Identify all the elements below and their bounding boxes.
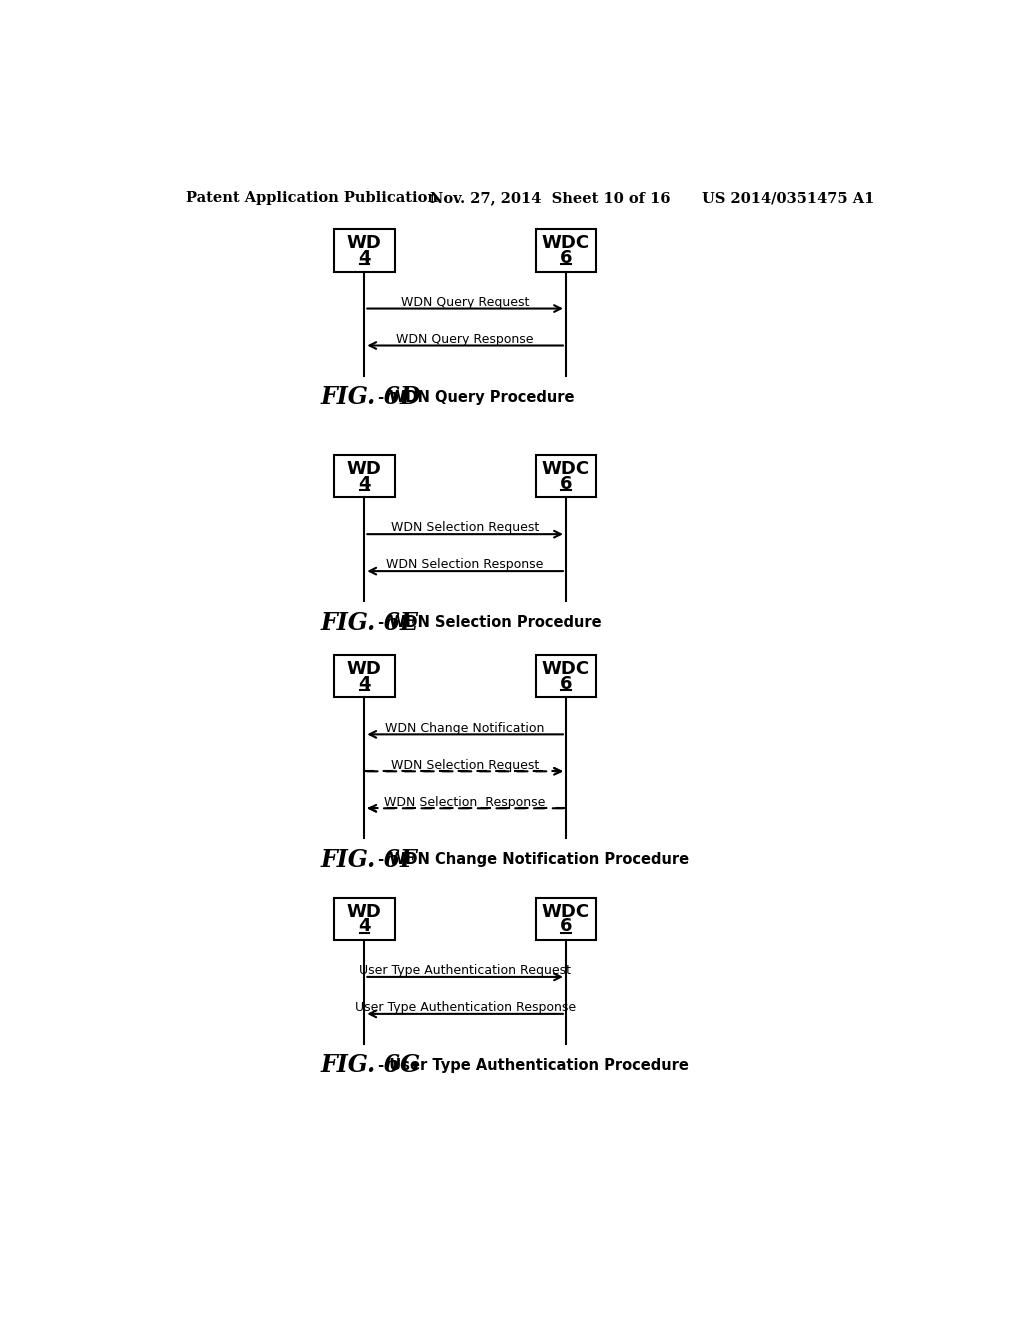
Text: FIG. 6E: FIG. 6E [321, 611, 418, 635]
Bar [536, 230, 596, 272]
Text: 4: 4 [358, 675, 371, 693]
Text: WDN Selection Response: WDN Selection Response [386, 558, 544, 572]
Bar [536, 898, 596, 940]
Text: Nov. 27, 2014  Sheet 10 of 16: Nov. 27, 2014 Sheet 10 of 16 [430, 191, 671, 206]
Text: WD: WD [347, 235, 382, 252]
Text: WD: WD [347, 461, 382, 478]
Text: - WDN Selection Procedure: - WDN Selection Procedure [374, 615, 602, 630]
Text: WDN Query Response: WDN Query Response [396, 333, 534, 346]
Text: - WDN Change Notification Procedure: - WDN Change Notification Procedure [374, 853, 689, 867]
Bar [536, 455, 596, 498]
Text: WD: WD [347, 660, 382, 678]
Text: WDC: WDC [542, 461, 590, 478]
Text: WDC: WDC [542, 660, 590, 678]
Text: FIG. 6F: FIG. 6F [321, 847, 417, 873]
Text: 4: 4 [358, 249, 371, 267]
Text: User Type Authentication Request: User Type Authentication Request [359, 964, 571, 977]
Text: WDN Selection  Response: WDN Selection Response [384, 796, 546, 809]
Bar [334, 230, 394, 272]
Text: WD: WD [347, 903, 382, 921]
Text: WDN Selection Request: WDN Selection Request [391, 759, 540, 772]
Text: WDN Selection Request: WDN Selection Request [391, 521, 540, 535]
Text: 6: 6 [560, 675, 572, 693]
Text: 6: 6 [560, 249, 572, 267]
Text: US 2014/0351475 A1: US 2014/0351475 A1 [701, 191, 873, 206]
Text: WDN Query Request: WDN Query Request [401, 296, 529, 309]
Text: - User Type Authentication Procedure: - User Type Authentication Procedure [374, 1057, 689, 1073]
Text: 6: 6 [560, 917, 572, 936]
Bar [334, 898, 394, 940]
Text: WDN Change Notification: WDN Change Notification [385, 722, 545, 735]
Text: 4: 4 [358, 475, 371, 492]
Text: FIG. 6D: FIG. 6D [321, 385, 421, 409]
Text: FIG. 6G: FIG. 6G [321, 1053, 420, 1077]
Text: Patent Application Publication: Patent Application Publication [186, 191, 438, 206]
Bar [536, 655, 596, 697]
Bar [334, 655, 394, 697]
Text: 6: 6 [560, 475, 572, 492]
Text: WDC: WDC [542, 903, 590, 921]
Text: - WDN Query Procedure: - WDN Query Procedure [374, 389, 574, 405]
Text: 4: 4 [358, 917, 371, 936]
Text: User Type Authentication Response: User Type Authentication Response [354, 1001, 575, 1014]
Bar [334, 455, 394, 498]
Text: WDC: WDC [542, 235, 590, 252]
